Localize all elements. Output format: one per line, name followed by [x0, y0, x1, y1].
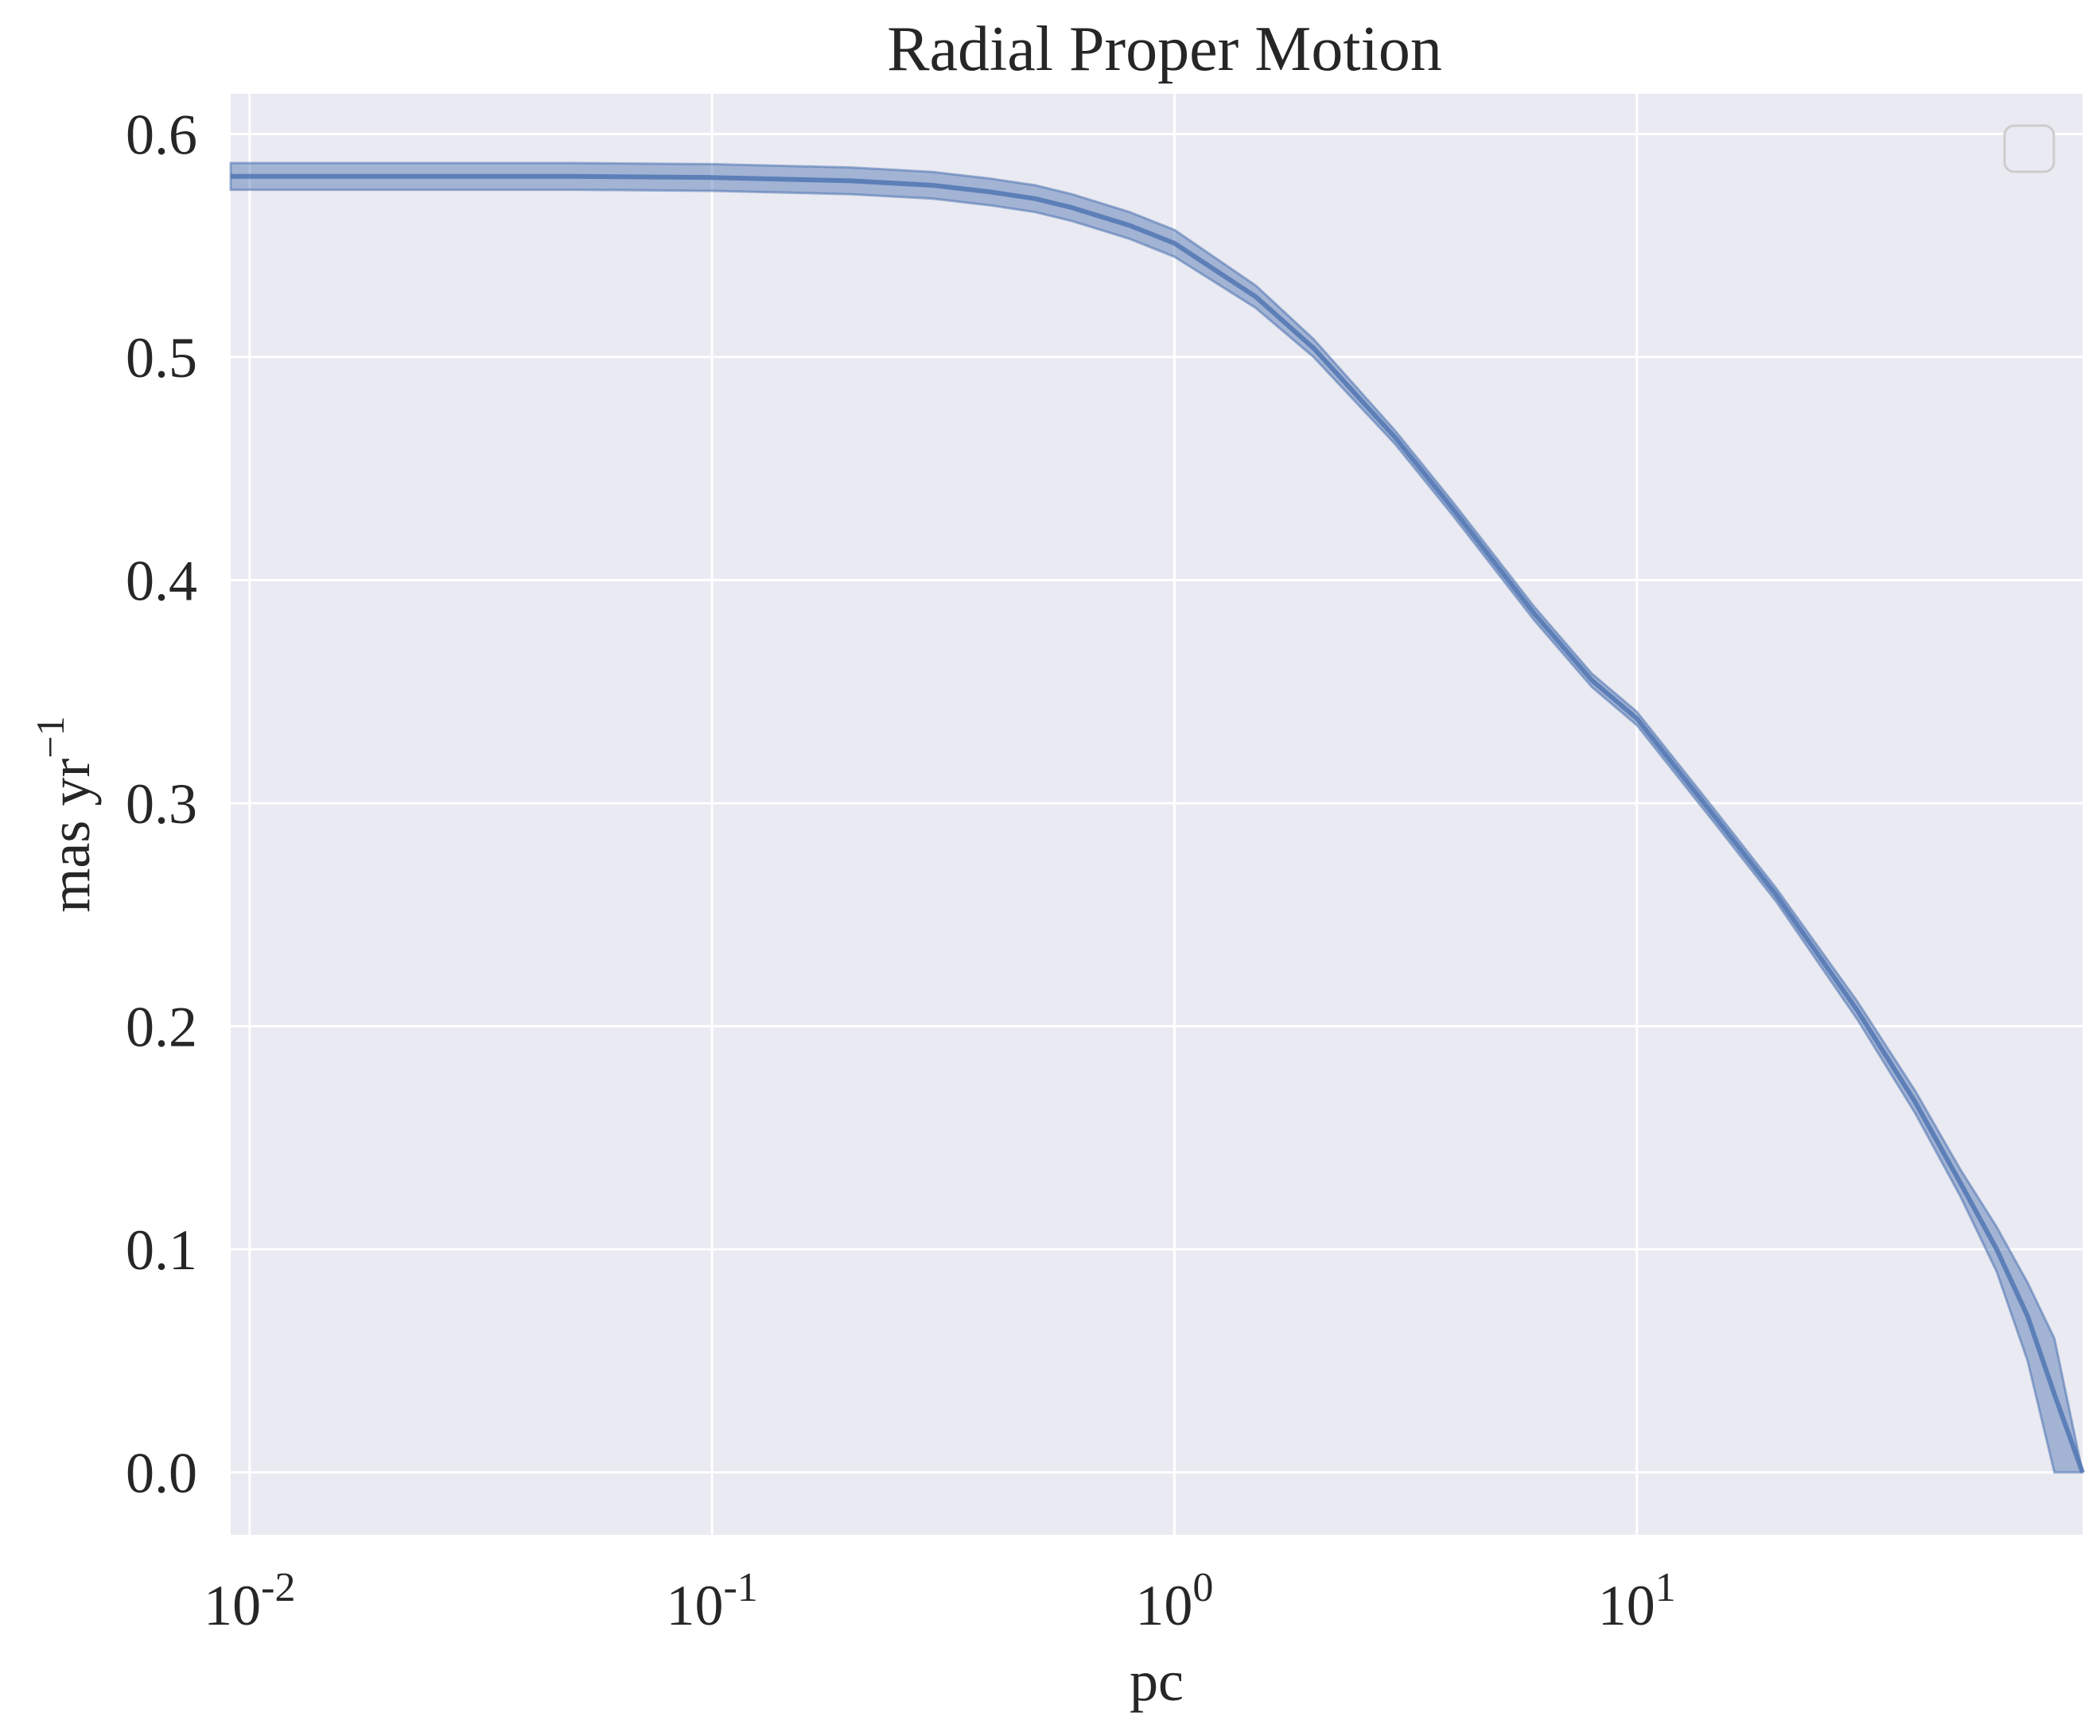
legend-box [2003, 124, 2055, 173]
plot-background [231, 94, 2082, 1535]
confidence-bands [229, 161, 2084, 1474]
y-tick-label: 0.2 [126, 995, 197, 1058]
x-axis-label: pc [1130, 1649, 1184, 1713]
x-tick-exponent: -1 [723, 1565, 757, 1610]
y-gridlines [231, 132, 2082, 1474]
y-tick-label: 0.6 [126, 103, 197, 166]
x-tick-label: 10-2 [204, 1565, 295, 1637]
y-axis-label-exponent: −1 [28, 716, 72, 758]
x-tick-label: 10-1 [666, 1565, 757, 1637]
x-tick-base: 10 [1135, 1574, 1192, 1637]
median-line [231, 173, 2085, 1474]
y-tick-label: 0.5 [126, 326, 197, 390]
series-lines [231, 173, 2085, 1474]
y-axis-label: mas yr−1 [28, 716, 102, 912]
confidence-band [229, 161, 2084, 1474]
y-axis-label-main: mas yr [38, 759, 102, 913]
x-gridlines [248, 94, 1639, 1535]
x-tick-base: 10 [1598, 1574, 1655, 1637]
x-tick-label: 101 [1598, 1565, 1676, 1637]
y-tick-label: 0.1 [126, 1218, 197, 1282]
y-tick-labels: 0.0 0.1 0.2 0.3 0.4 0.5 0.6 [126, 103, 197, 1505]
x-tick-labels: 10-2 10-1 100 101 [204, 1565, 1676, 1637]
x-tick-exponent: -2 [261, 1565, 295, 1610]
y-tick-label: 0.4 [126, 549, 197, 612]
x-tick-base: 10 [666, 1574, 723, 1637]
x-tick-base: 10 [204, 1574, 261, 1637]
x-tick-label: 100 [1135, 1565, 1213, 1637]
chart-title: Radial Proper Motion [887, 14, 1442, 84]
y-tick-label: 0.3 [126, 772, 197, 836]
x-tick-exponent: 1 [1655, 1565, 1676, 1610]
y-tick-label: 0.0 [126, 1441, 197, 1505]
x-tick-exponent: 0 [1192, 1565, 1213, 1610]
